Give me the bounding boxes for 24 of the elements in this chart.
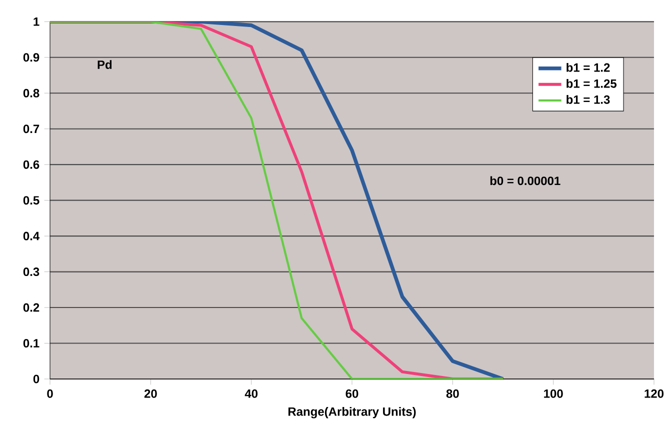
- x-tick-label: 20: [144, 389, 157, 398]
- annotation: b0 = 0.00001: [490, 176, 560, 186]
- x-axis-title: Range(Arbitrary Units): [288, 407, 416, 418]
- y-tick-label: 0: [33, 374, 40, 384]
- y-tick-label: 0.6: [23, 160, 40, 169]
- legend-label: b1 = 1.25: [566, 79, 617, 88]
- y-axis-title: Pd: [98, 60, 112, 69]
- x-tick-label: 120: [644, 389, 664, 398]
- y-tick-label: 0.2: [23, 303, 40, 312]
- y-tick-label: 0.3: [23, 268, 40, 276]
- y-tick-label: 1: [34, 18, 40, 26]
- x-tick-label: 0: [47, 389, 53, 398]
- legend-label: b1 = 1.3: [566, 95, 610, 104]
- x-tick-label: 80: [446, 389, 459, 398]
- y-tick-label: 0.9: [23, 53, 40, 62]
- x-tick-label: 40: [244, 389, 258, 398]
- y-tick-label: 0.8: [23, 88, 40, 98]
- y-tick-label: 0.7: [23, 124, 40, 134]
- y-tick-label: 0.4: [23, 232, 40, 240]
- y-tick-label: 0.5: [23, 196, 40, 205]
- x-tick-label: 60: [346, 389, 358, 398]
- x-tick-label: 100: [544, 389, 563, 398]
- y-tick-label: 0.1: [23, 339, 40, 348]
- legend-label: b1 = 1.2: [566, 62, 610, 72]
